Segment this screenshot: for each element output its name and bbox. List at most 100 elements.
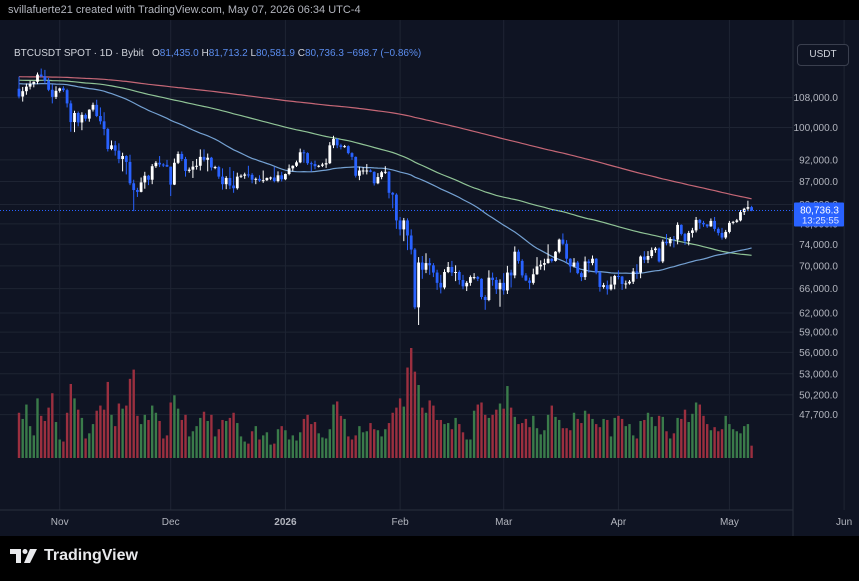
candle [132, 179, 136, 212]
volume-bar [350, 439, 354, 458]
candle [250, 173, 254, 184]
volume-bar [65, 412, 69, 458]
currency-button[interactable]: USDT [797, 44, 849, 66]
volume-bar [613, 417, 616, 458]
volume-bar [509, 407, 513, 458]
candle [369, 169, 372, 173]
volume-bar [228, 417, 232, 458]
candle [84, 113, 87, 122]
low-value: 80,581.9 [256, 48, 295, 59]
volume-bar [221, 419, 224, 458]
candle [158, 156, 161, 168]
volume-bar [199, 417, 202, 458]
candle [520, 259, 524, 278]
volume-bar [121, 408, 124, 458]
volume-bar [299, 432, 302, 458]
volume-bar [225, 420, 228, 458]
candle [80, 112, 84, 131]
volume-bar [495, 409, 498, 458]
volume-bar [236, 423, 239, 458]
volume-bar [620, 418, 624, 458]
candle [443, 269, 446, 290]
volume-bar [583, 410, 587, 458]
candle [306, 152, 309, 165]
volume-bar [517, 424, 520, 458]
candle [539, 260, 543, 270]
volume-bar [709, 430, 713, 458]
candle [750, 205, 753, 212]
volume-bar [328, 429, 331, 458]
last-price-value: 80,736.3 [800, 205, 839, 216]
open-value: 81,435.0 [159, 48, 199, 59]
price-tick-label: 108,000.0 [794, 93, 839, 104]
volume-bar [117, 403, 121, 458]
candle [439, 274, 443, 294]
volume-bar [421, 407, 424, 458]
volume-bar [687, 422, 690, 458]
volume-bar [669, 438, 672, 458]
volume-bar [665, 431, 668, 458]
candle [154, 161, 158, 168]
volume-bar [706, 424, 709, 458]
price-chart[interactable]: 108,000.0100,000.092,000.087,000.082,000… [0, 20, 859, 536]
volume-bar [354, 435, 357, 458]
volume-bar [391, 412, 394, 458]
volume-bar [21, 418, 24, 458]
candle [639, 255, 642, 279]
volume-bar [554, 416, 557, 458]
candle [517, 249, 520, 264]
volume-bar [258, 439, 261, 458]
volume-bar [358, 426, 361, 458]
candle [713, 216, 716, 232]
tradingview-logo[interactable]: TradingView [10, 547, 138, 565]
volume-bar [646, 412, 650, 458]
volume-bar [602, 418, 605, 458]
candle [147, 174, 150, 186]
candle [180, 151, 184, 162]
candle [217, 165, 221, 179]
volume-bar [539, 434, 542, 458]
candle [543, 258, 546, 271]
volume-bar [77, 409, 80, 458]
volume-bar [410, 348, 413, 458]
candle [169, 166, 173, 197]
chart-panel[interactable]: 108,000.0100,000.092,000.087,000.082,000… [0, 20, 859, 536]
close-label: C [297, 48, 305, 59]
candle [646, 251, 650, 264]
symbol-name[interactable]: BTCUSDT SPOT · 1D · Bybit [14, 48, 144, 59]
volume-bar [713, 427, 716, 458]
volume-bar [406, 367, 409, 458]
candle [328, 142, 332, 165]
candle [617, 270, 620, 280]
author-line: svillafuerte21 created with TradingView.… [8, 4, 361, 16]
volume-bar [676, 417, 679, 458]
candle [73, 110, 76, 133]
volume-bar [735, 431, 738, 458]
volume-bar [654, 426, 657, 458]
candle [195, 158, 198, 170]
volume-bar [680, 418, 683, 458]
candle [221, 168, 224, 190]
volume-bar [125, 405, 128, 458]
candle [128, 154, 132, 186]
candle [709, 218, 713, 227]
candle [339, 143, 343, 150]
volume-bar [332, 404, 335, 458]
volume-bar [469, 439, 472, 458]
volume-bar [491, 414, 494, 458]
candle [69, 100, 73, 132]
candle [95, 99, 99, 118]
volume-bar [51, 393, 54, 458]
volume-bar [639, 420, 642, 458]
candle [498, 279, 502, 307]
candle [317, 164, 321, 168]
candle [161, 163, 165, 168]
volume-bar [28, 426, 32, 458]
candle [213, 165, 217, 170]
candle [265, 177, 269, 182]
volume-bar [458, 424, 461, 458]
candle [739, 210, 742, 222]
candle [728, 220, 731, 234]
high-value: 81,713.2 [208, 48, 248, 59]
volume-bar [36, 398, 39, 458]
